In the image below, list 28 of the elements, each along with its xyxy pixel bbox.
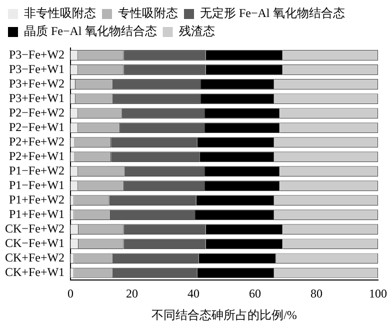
x-tick-label: 80 xyxy=(310,286,323,301)
legend-label: 非专性吸附态 xyxy=(24,6,96,20)
y-tick-label: P3+Fe+W1 xyxy=(8,90,65,105)
x-axis-title: 不同结合态砷所占的比例/% xyxy=(152,308,297,322)
x-tick-label: 0 xyxy=(68,286,74,301)
legend-label: 残渣态 xyxy=(178,24,215,38)
y-tick-label: CK−Fe+W1 xyxy=(5,236,65,250)
y-tick-label: P1+Fe+W1 xyxy=(8,207,65,222)
y-tick-label: CK−Fe+W2 xyxy=(5,222,65,236)
y-tick-label: P3+Fe+W2 xyxy=(8,76,65,90)
x-tick-label: 40 xyxy=(188,286,200,301)
legend-label: 专性吸附态 xyxy=(118,6,178,20)
y-tick-label: CK+Fe+W2 xyxy=(5,250,65,265)
x-tick-label: 100 xyxy=(369,286,387,301)
y-tick-label: CK+Fe+W1 xyxy=(5,265,65,280)
y-tick-label: P1+Fe+W2 xyxy=(8,192,65,207)
y-tick-label: P1−Fe+W2 xyxy=(8,164,65,178)
y-tick-label: P2−Fe+W2 xyxy=(8,105,65,120)
y-tick-label: P2+Fe+W2 xyxy=(8,134,65,148)
y-tick-label: P2−Fe+W1 xyxy=(8,120,65,134)
legend-label: 无定形 Fe−Al 氧化物结合态 xyxy=(200,6,345,20)
y-tick-label: P2+Fe+W1 xyxy=(8,149,65,163)
y-tick-label: P3−Fe+W2 xyxy=(8,47,65,62)
x-tick-label: 20 xyxy=(126,286,138,301)
y-tick-label: P3−Fe+W1 xyxy=(8,62,65,76)
legend-label: 晶质 Fe−Al 氧化物结合态 xyxy=(24,24,157,38)
y-tick-label: P1−Fe+W1 xyxy=(8,178,65,192)
x-tick-label: 60 xyxy=(249,286,262,301)
